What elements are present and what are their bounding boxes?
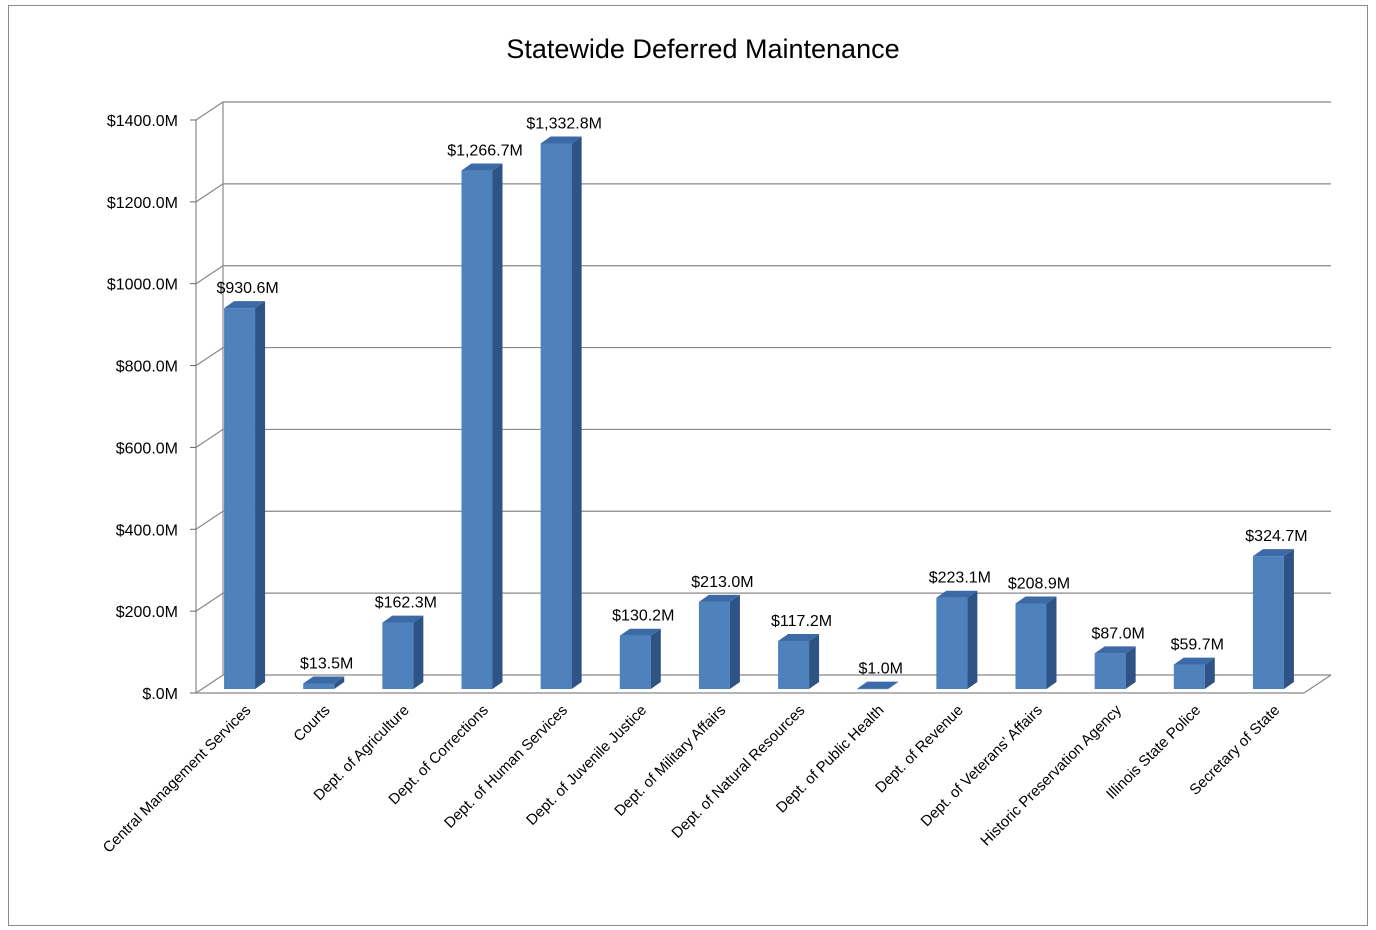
data-label: $208.9M: [1008, 576, 1070, 593]
gridline-side: [195, 265, 224, 285]
bar: [303, 683, 335, 689]
data-label: $930.6M: [216, 280, 278, 297]
y-axis-ticks: $.0M $200.0M $400.0M $600.0M $800.0M $1000.0M…: [107, 113, 196, 703]
category-label: Historic Preservation Agency: [977, 701, 1125, 849]
bar: [461, 170, 493, 689]
bar-top: [619, 628, 661, 636]
y-tick-label: $200.0M: [116, 604, 178, 621]
data-label: $1,266.7M: [447, 143, 523, 160]
bar: [857, 688, 889, 690]
bar-side: [1046, 596, 1057, 689]
y-tick-label: $1000.0M: [107, 277, 178, 294]
bar: [382, 622, 414, 689]
bar: [1252, 556, 1284, 689]
bar-side: [492, 163, 503, 689]
bar-top: [1252, 549, 1294, 557]
bar-top: [461, 163, 503, 171]
data-label: $13.5M: [300, 655, 353, 672]
bar-side: [571, 136, 582, 689]
bar-top: [303, 676, 345, 684]
bar: [698, 601, 730, 689]
bar-side: [1283, 549, 1294, 689]
gridline-side: [195, 510, 224, 530]
gridline-side: [195, 428, 224, 448]
data-label: $162.3M: [375, 595, 437, 612]
data-label: $223.1M: [929, 570, 991, 587]
data-labels: $930.6M $13.5M $162.3M $1,266.7M$1,332.8M $1…: [216, 116, 1307, 678]
y-tick-label: $400.0M: [116, 522, 178, 539]
bar-side: [1125, 646, 1136, 689]
y-tick-label: $600.0M: [116, 440, 178, 457]
bar: [936, 597, 968, 689]
bar-top: [1015, 596, 1057, 604]
bar-top: [1173, 657, 1215, 665]
axes: [195, 120, 1332, 694]
bar-top: [1094, 646, 1136, 654]
y-tick-label: $1400.0M: [107, 113, 178, 130]
category-labels: Central Management Services Courts Dept. o…: [100, 701, 1284, 856]
gridline-side: [195, 674, 224, 694]
category-label: Central Management Services: [100, 702, 255, 857]
chart-title: Statewide Deferred Maintenance: [506, 34, 900, 64]
gridlines: [195, 101, 1331, 694]
floor-edge: [1303, 674, 1332, 694]
bar-top: [698, 594, 740, 602]
y-tick-label: $800.0M: [116, 359, 178, 376]
bar-side: [967, 590, 978, 689]
bar-side: [888, 681, 899, 689]
bars: [224, 136, 1294, 690]
gridline-side: [195, 183, 224, 203]
y-tick-label: $1200.0M: [107, 195, 178, 212]
gridline-side: [195, 347, 224, 367]
bar: [224, 308, 256, 689]
data-label: $213.0M: [691, 574, 753, 591]
bar: [619, 635, 651, 689]
data-label: $1.0M: [858, 661, 902, 678]
bar-side: [650, 628, 661, 689]
bar-top: [382, 615, 424, 623]
bar: [1173, 664, 1205, 689]
data-label: $87.0M: [1091, 625, 1144, 642]
category-label: Dept. of Natural Resources: [668, 702, 808, 842]
bar-top: [857, 681, 899, 689]
bar-side: [809, 634, 820, 689]
data-label: $59.7M: [1171, 637, 1224, 654]
bar-side: [1204, 657, 1215, 689]
bar: [1094, 653, 1126, 689]
data-label: $1,332.8M: [526, 116, 602, 133]
bar-side: [255, 301, 266, 689]
data-label: $130.2M: [612, 608, 674, 625]
category-label: Courts: [290, 702, 333, 745]
bar-top: [540, 136, 582, 144]
bar-top: [224, 301, 266, 309]
bar-side: [729, 594, 740, 689]
bar-side: [334, 676, 345, 689]
gridline-side: [195, 101, 224, 121]
y-tick-label: $.0M: [142, 686, 178, 703]
bar-top: [936, 590, 978, 598]
bar-side: [413, 615, 424, 689]
bar-top: [778, 634, 820, 642]
data-label: $324.7M: [1245, 528, 1307, 545]
bar: [1015, 603, 1047, 689]
gridline-side: [195, 592, 224, 612]
bar: [778, 641, 810, 689]
bar: [540, 143, 572, 689]
data-label: $117.2M: [771, 613, 832, 630]
